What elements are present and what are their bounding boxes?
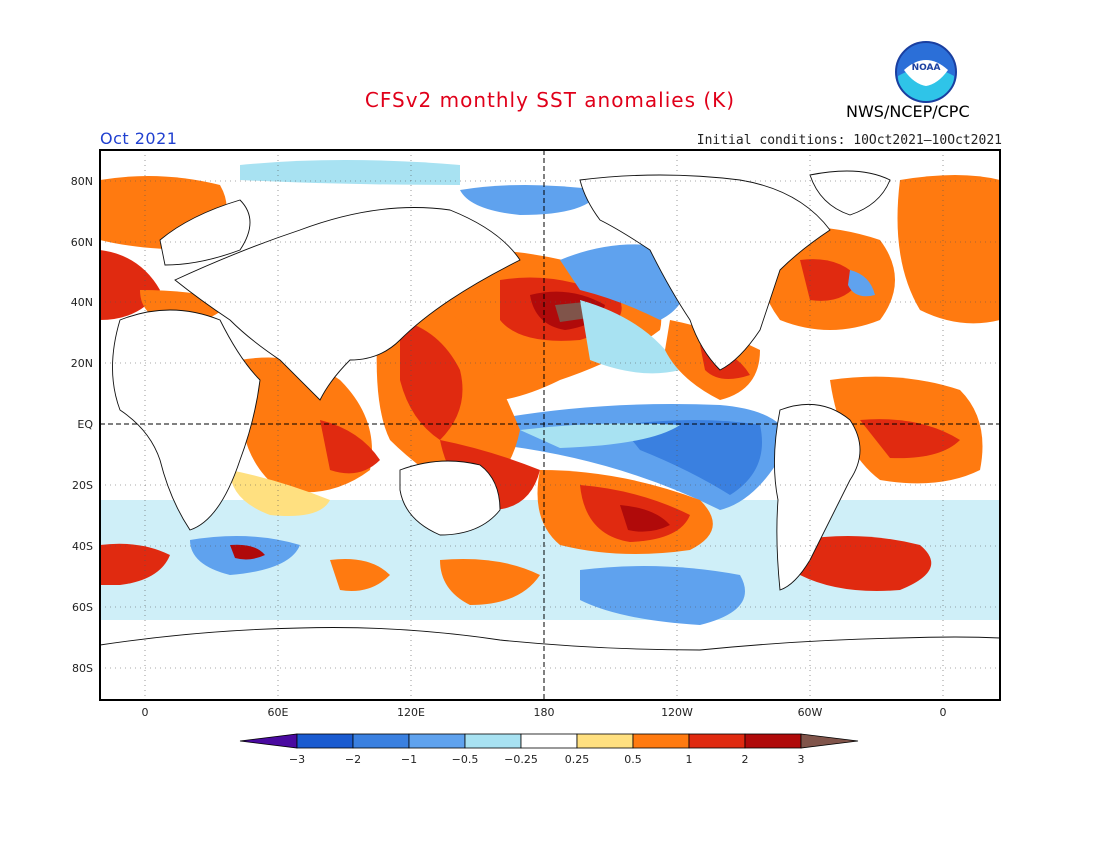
lon-label: 0 <box>940 706 947 719</box>
colorbar-bin <box>576 733 634 749</box>
colorbar-bin <box>408 733 466 749</box>
lat-label: 60N <box>71 236 93 249</box>
colorbar-bin <box>744 733 802 749</box>
lon-label: 60E <box>268 706 289 719</box>
lon-label: 120E <box>397 706 425 719</box>
colorbar-bin <box>520 733 578 749</box>
colorbar-bin <box>239 733 298 749</box>
colorbar-tick-label: −0.5 <box>452 753 479 766</box>
colorbar-tick-label: −1 <box>401 753 417 766</box>
lon-label: 120W <box>661 706 693 719</box>
colorbar-bin <box>800 733 859 749</box>
colorbar-bin <box>464 733 522 749</box>
lat-label: 20S <box>72 479 93 492</box>
colorbar-tick-label: 2 <box>742 753 749 766</box>
date-label: Oct 2021 <box>100 129 178 148</box>
lat-label: 80S <box>72 662 93 675</box>
colorbar-tick-label: −3 <box>289 753 305 766</box>
colorbar-tick-label: 0.5 <box>624 753 642 766</box>
map-title: CFSv2 monthly SST anomalies (K) <box>364 88 736 112</box>
lon-label: 180 <box>534 706 555 719</box>
lat-label: 20N <box>71 357 93 370</box>
map-frame <box>99 149 1001 701</box>
colorbar-bin <box>632 733 690 749</box>
colorbar-tick-label: 3 <box>798 753 805 766</box>
colorbar-tick-label: 0.25 <box>565 753 590 766</box>
logo-text: NOAA <box>912 63 941 73</box>
agency-label: NWS/NCEP/CPC <box>846 102 970 121</box>
colorbar-tick-label: −2 <box>345 753 361 766</box>
colorbar <box>239 733 859 749</box>
colorbar-tick-label: 1 <box>686 753 693 766</box>
lat-label: 60S <box>72 601 93 614</box>
lat-label: 40N <box>71 296 93 309</box>
lat-label: EQ <box>77 418 93 431</box>
colorbar-tick-label: −0.25 <box>504 753 538 766</box>
colorbar-bin <box>688 733 746 749</box>
colorbar-bin <box>296 733 354 749</box>
colorbar-bin <box>352 733 410 749</box>
lat-label: 40S <box>72 540 93 553</box>
initial-conditions-label: Initial conditions: 10Oct2021–10Oct2021 <box>696 133 1002 148</box>
noaa-logo-icon: NOAA <box>895 41 957 103</box>
lon-label: 0 <box>142 706 149 719</box>
lon-label: 60W <box>798 706 823 719</box>
lat-label: 80N <box>71 175 93 188</box>
